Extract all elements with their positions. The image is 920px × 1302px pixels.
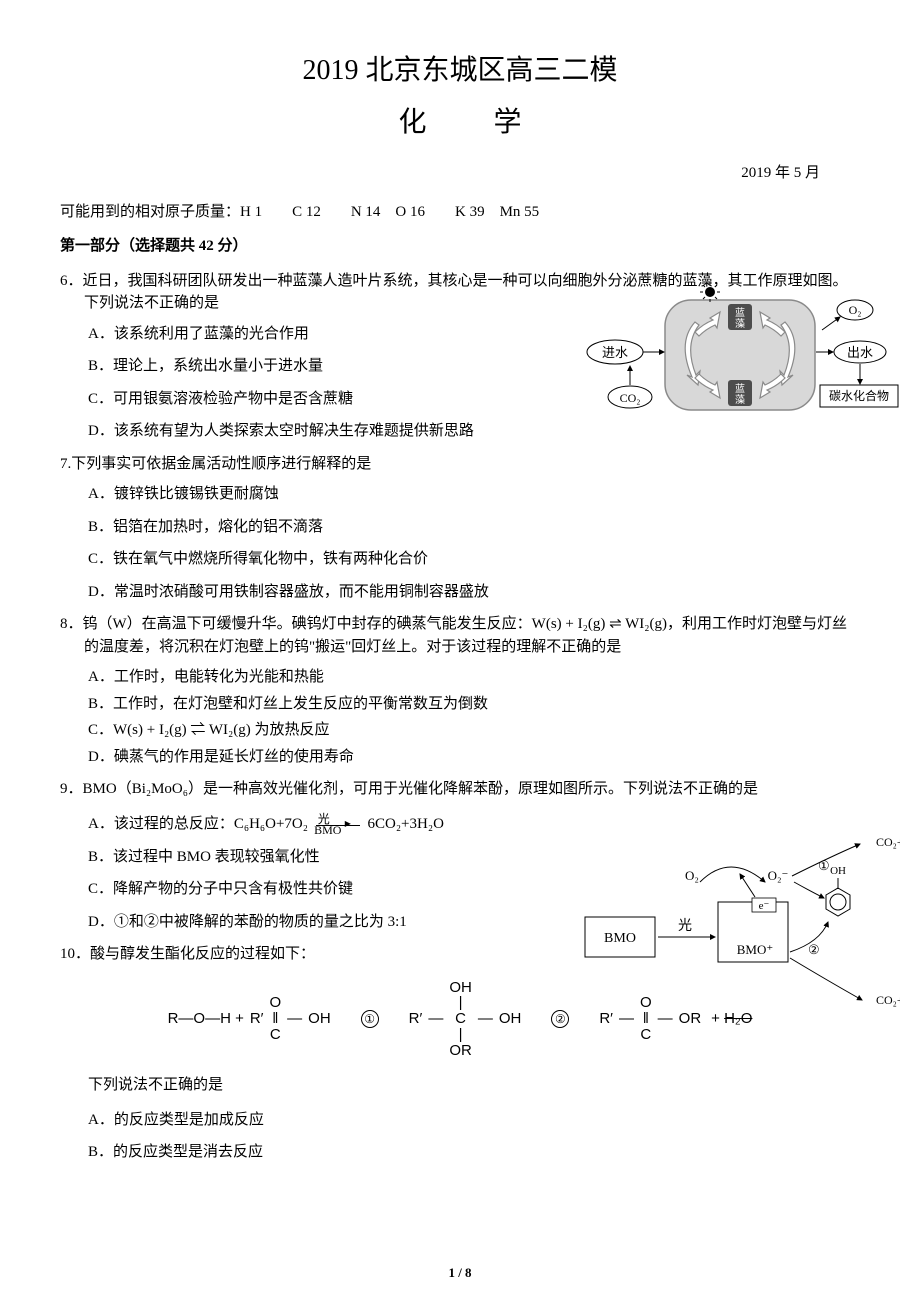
question-8: 8．钨（W）在高温下可缓慢升华。碘钨灯中封存的碘蒸气能发生反应：W(s) + I… (60, 613, 860, 768)
page-title-sub: 化 学 (60, 102, 860, 144)
q9-option-d: D．①和②中被降解的苯酚的物质的量之比为 3:1 (60, 911, 860, 934)
question-10: 10．酸与醇发生酯化反应的过程如下： R—O—H + R′ O ‖ C —OH … (60, 943, 860, 1164)
q10-option-a: A．的反应类型是加成反应 (60, 1109, 860, 1132)
question-9: 9．BMO（Bi₂MoO₆）是一种高效光催化剂，可用于光催化降解苯酚，原理如图所… (60, 778, 860, 933)
q6-option-d: D．该系统有望为人类探索太空时解决生存难题提供新思路 (60, 420, 860, 443)
q8-option-d: D．碘蒸气的作用是延长灯丝的使用寿命 (60, 746, 860, 769)
q6-option-a: A．该系统利用了蓝藻的光合作用 (60, 323, 860, 346)
q8-option-c: C．W(s) + I₂(g) ⇌ WI₂(g) 为放热反应 (60, 719, 860, 742)
section-header: 第一部分（选择题共 42 分） (60, 235, 860, 258)
q10-reaction-scheme: R—O—H + R′ O ‖ C —OH ① R′— OH | C | OR —… (60, 980, 860, 1059)
q10-stem: 10．酸与醇发生酯化反应的过程如下： (60, 943, 860, 966)
q9-option-a: A．该过程的总反应：C₆H₆O+7O₂ 光 BMO 6CO₂+3H₂O (60, 813, 860, 836)
q8-option-b: B．工作时，在灯泡壁和灯丝上发生反应的平衡常数互为倒数 (60, 693, 860, 716)
q6-option-b: B．理论上，系统出水量小于进水量 (60, 355, 860, 378)
page-title-main: 2019 北京东城区高三二模 (60, 50, 860, 92)
q10-after: 下列说法不正确的是 (60, 1074, 860, 1097)
atomic-mass-line: 可能用到的相对原子质量：H 1 C 12 N 14 O 16 K 39 Mn 5… (60, 201, 860, 224)
page-number: 1 / 8 (448, 1263, 471, 1283)
svg-text:CO₂+H₂O: CO₂+H₂O (876, 835, 900, 849)
q8-option-a: A．工作时，电能转化为光能和热能 (60, 666, 860, 689)
q7-option-d: D．常温时浓硝酸可用铁制容器盛放，而不能用铜制容器盛放 (60, 581, 860, 604)
q10-option-b: B．的反应类型是消去反应 (60, 1141, 860, 1164)
q7-option-a: A．镀锌铁比镀锡铁更耐腐蚀 (60, 483, 860, 506)
svg-text:CO₂+H₂O: CO₂+H₂O (876, 993, 900, 1007)
question-6: 6．近日，我国科研团队研发出一种蓝藻人造叶片系统，其核心是一种可以向细胞外分泌蔗… (60, 270, 860, 443)
q9-stem: 9．BMO（Bi₂MoO₆）是一种高效光催化剂，可用于光催化降解苯酚，原理如图所… (60, 778, 860, 801)
q8-stem: 8．钨（W）在高温下可缓慢升华。碘钨灯中封存的碘蒸气能发生反应：W(s) + I… (60, 613, 860, 658)
exam-date: 2019 年 5 月 (60, 162, 860, 185)
question-7: 7.下列事实可依据金属活动性顺序进行解释的是 A．镀锌铁比镀锡铁更耐腐蚀 B．铝… (60, 453, 860, 604)
q6-option-c: C．可用银氨溶液检验产物中是否含蔗糖 (60, 388, 860, 411)
q6-stem: 6．近日，我国科研团队研发出一种蓝藻人造叶片系统，其核心是一种可以向细胞外分泌蔗… (60, 270, 860, 315)
q7-stem: 7.下列事实可依据金属活动性顺序进行解释的是 (60, 453, 860, 476)
q9-option-b: B．该过程中 BMO 表现较强氧化性 (60, 846, 860, 869)
q7-option-b: B．铝箔在加热时，熔化的铝不滴落 (60, 516, 860, 539)
q7-option-c: C．铁在氧气中燃烧所得氧化物中，铁有两种化合价 (60, 548, 860, 571)
q9-option-c: C．降解产物的分子中只含有极性共价键 (60, 878, 860, 901)
